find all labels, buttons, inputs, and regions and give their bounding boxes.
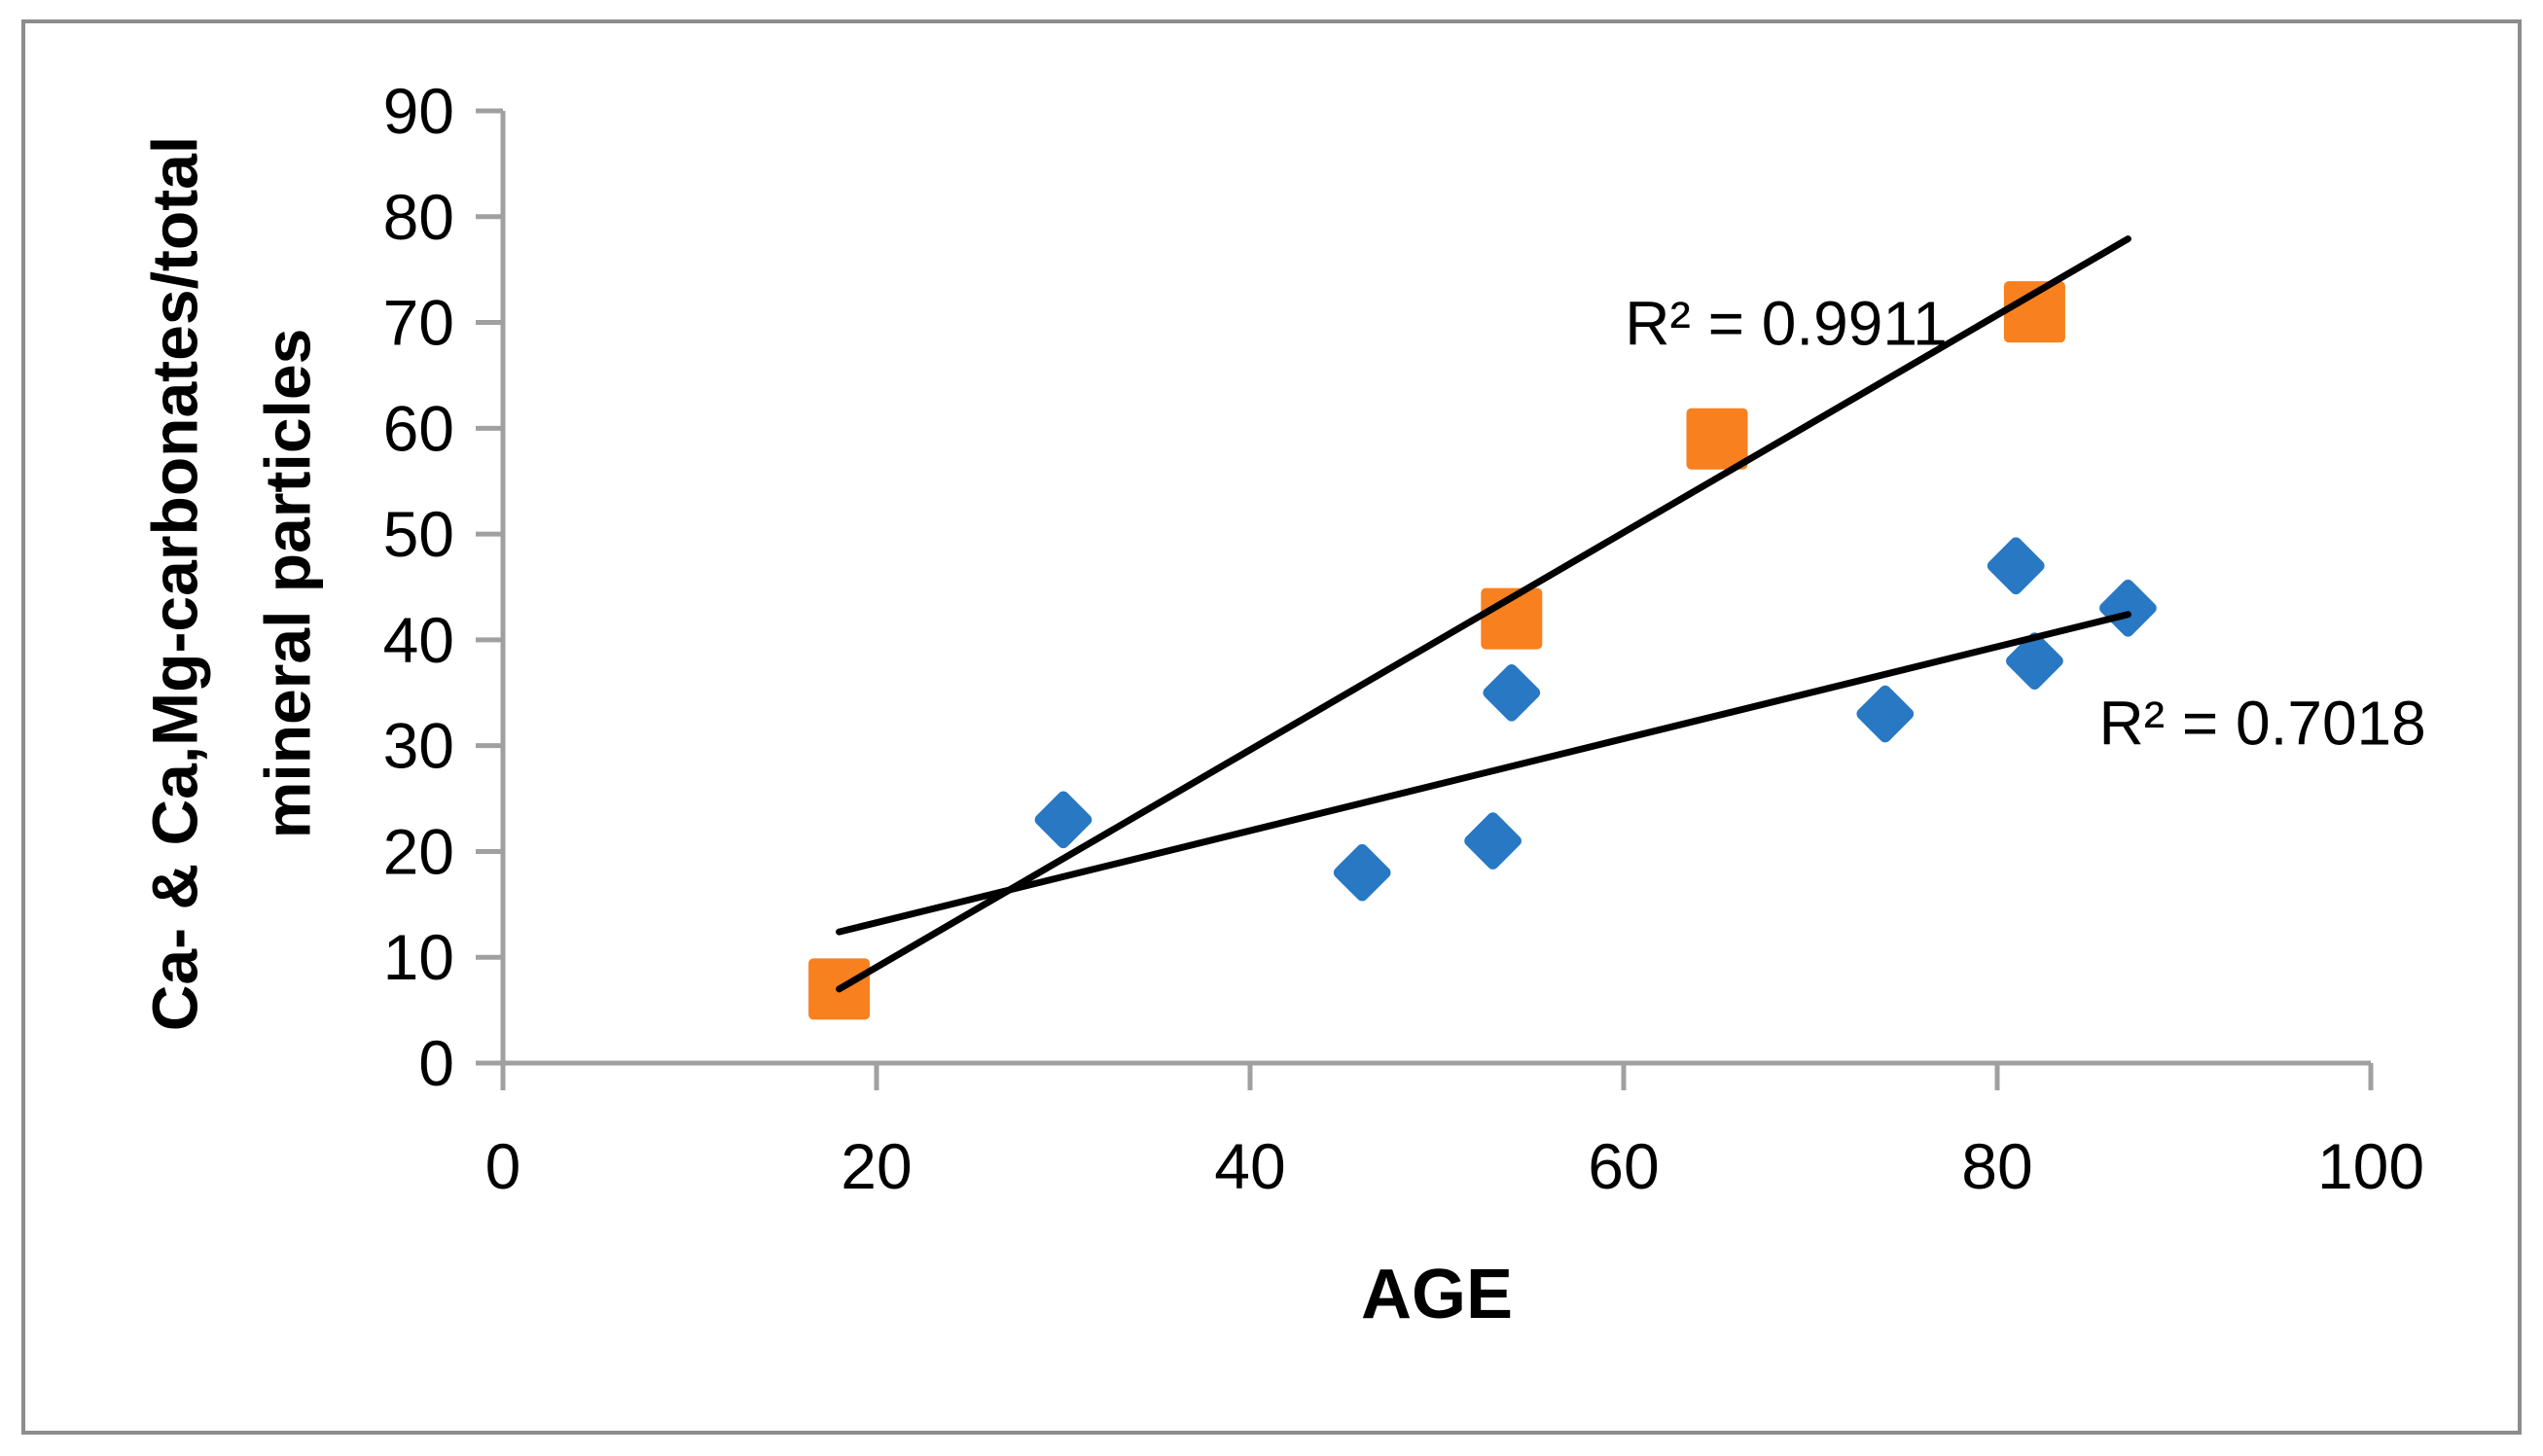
data-point-blue-diamond [1034,791,1092,849]
y-axis-tick-label: 80 [383,181,454,253]
data-point-blue-diamond [1856,685,1915,743]
y-axis-title-line2: mineral particles [251,328,323,839]
x-axis-tick-label: 100 [2317,1130,2424,1202]
y-axis-tick-label: 50 [383,498,454,570]
x-axis-title: AGE [1360,1256,1514,1333]
y-axis-tick-label: 70 [383,287,454,359]
data-point-blue-diamond [1987,537,2045,595]
y-axis-tick-label: 40 [383,604,454,676]
x-axis-tick-label: 0 [485,1130,521,1202]
y-axis-tick-label: 0 [418,1027,454,1099]
data-point-blue-diamond [1464,812,1522,870]
y-axis-tick-label: 30 [383,710,454,782]
data-point-blue-diamond [2099,579,2157,637]
y-axis-tick-label: 90 [383,75,454,147]
data-point-orange-square [1686,408,1748,470]
r-squared-annotation: R² = 0.9911 [1625,289,1947,359]
y-axis-title: Ca- & Ca,Mg-carbonates/total mineral par… [120,136,344,1031]
data-point-orange-square [2003,281,2065,343]
data-point-blue-diamond [1483,663,1541,722]
y-axis-tick-label: 10 [383,921,454,993]
r-squared-annotation: R² = 0.7018 [2099,689,2426,759]
x-axis-tick-label: 40 [1214,1130,1285,1202]
trendline-blue-diamonds [836,611,2131,936]
x-axis-tick-label: 60 [1588,1130,1659,1202]
trendline-orange-squares [836,235,2131,993]
data-point-blue-diamond [2006,632,2063,690]
data-point-blue-diamond [1333,843,1391,902]
x-axis-tick-label: 20 [841,1130,912,1202]
x-axis-tick-label: 80 [1961,1130,2032,1202]
y-axis-title-line1: Ca- & Ca,Mg-carbonates/total [138,135,211,1032]
y-axis-tick-label: 20 [383,815,454,887]
y-axis-tick-label: 60 [383,392,454,464]
